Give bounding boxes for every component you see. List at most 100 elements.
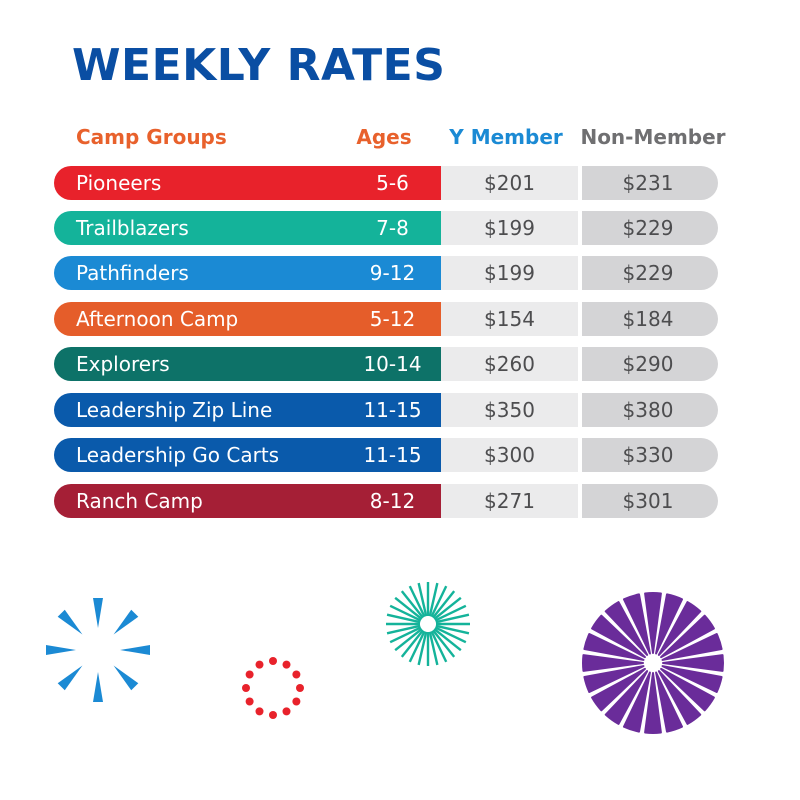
firework-ray: [417, 631, 428, 666]
member-rate: $199: [441, 256, 578, 290]
table-row: Leadership Go Carts 11-15 $300 $330: [54, 438, 718, 472]
firework-ray: [113, 665, 139, 691]
firework-dot: [255, 707, 264, 716]
member-rate: $260: [441, 347, 578, 381]
firework-ray: [432, 590, 456, 619]
non-member-rate: $290: [578, 347, 718, 381]
firework-petal: [661, 632, 723, 661]
firework-ray: [120, 645, 150, 655]
camp-group-name: Afternoon Camp: [54, 302, 441, 336]
firework-petal: [604, 670, 649, 725]
firework-petal: [622, 593, 651, 655]
camp-group-name: Pioneers: [54, 166, 441, 200]
firework-ray: [386, 613, 421, 624]
table-row: Trailblazers 7-8 $199 $229: [54, 211, 718, 245]
camp-ages: 5-12: [369, 307, 416, 331]
firework-petal: [591, 667, 646, 712]
firework-ray: [435, 613, 470, 624]
firework-petal: [655, 671, 684, 733]
member-rate: $350: [441, 393, 578, 427]
firework-ray: [400, 590, 424, 619]
firework-dot: [292, 670, 301, 679]
firework-dot: [282, 660, 291, 669]
firework-dot: [269, 711, 277, 719]
column-divider: [578, 302, 582, 336]
member-rate: $271: [441, 484, 578, 518]
non-member-rate: $330: [578, 438, 718, 472]
table-row: Ranch Camp 8-12 $271 $301: [54, 484, 718, 518]
firework-ray: [430, 630, 448, 663]
header-camp-groups: Camp Groups: [76, 125, 227, 149]
red-dot-ring-firework-icon: [242, 657, 304, 719]
page-title: WEEKLY RATES: [72, 40, 446, 91]
column-divider: [578, 347, 582, 381]
camp-group-name: Ranch Camp: [54, 484, 441, 518]
firework-petal: [655, 593, 684, 655]
firework-dot: [292, 697, 301, 706]
camp-group-name: Explorers: [54, 347, 441, 381]
table-row: Explorers 10-14 $260 $290: [54, 347, 718, 381]
firework-ray: [433, 628, 462, 652]
firework-petal: [661, 665, 723, 694]
camp-group-name: Leadership Zip Line: [54, 393, 441, 427]
column-divider: [578, 438, 582, 472]
firework-ray: [394, 596, 423, 620]
firework-ray: [432, 629, 456, 658]
firework-dot: [242, 684, 250, 692]
column-divider: [578, 211, 582, 245]
column-divider: [578, 484, 582, 518]
firework-ray: [46, 645, 76, 655]
firework-petal: [604, 601, 649, 656]
camp-group-name: Pathfinders: [54, 256, 441, 290]
firework-ray: [400, 629, 424, 658]
firework-ray: [394, 628, 423, 652]
blue-burst-firework-icon: [46, 598, 150, 702]
camp-ages: 5-6: [376, 171, 409, 195]
firework-ray: [408, 585, 426, 618]
camp-group-name: Trailblazers: [54, 211, 441, 245]
camp-ages: 9-12: [369, 261, 416, 285]
firework-ray: [93, 672, 103, 702]
non-member-rate: $184: [578, 302, 718, 336]
firework-ray: [434, 626, 467, 644]
firework-ray: [430, 585, 448, 618]
camp-ages: 11-15: [363, 398, 422, 422]
column-divider: [578, 166, 582, 200]
non-member-rate: $380: [578, 393, 718, 427]
firework-dot: [269, 657, 277, 665]
firework-ray: [113, 609, 139, 635]
column-divider: [578, 393, 582, 427]
camp-ages: 7-8: [376, 216, 409, 240]
firework-dot: [245, 670, 254, 679]
firework-petal: [591, 614, 646, 659]
member-rate: $201: [441, 166, 578, 200]
table-row: Leadership Zip Line 11-15 $350 $380: [54, 393, 718, 427]
firework-ray: [417, 582, 428, 617]
firework-ray: [433, 596, 462, 620]
header-y-member: Y Member: [449, 125, 563, 149]
table-row: Pioneers 5-6 $201 $231: [54, 166, 718, 200]
table-row: Afternoon Camp 5-12 $154 $184: [54, 302, 718, 336]
firework-ray: [428, 631, 439, 666]
firework-ray: [389, 604, 422, 622]
firework-ray: [408, 630, 426, 663]
firework-ray: [386, 624, 421, 635]
teal-ray-firework-icon: [386, 582, 470, 666]
firework-petal: [660, 614, 715, 659]
firework-petal: [657, 670, 702, 725]
firework-ray: [435, 624, 470, 635]
member-rate: $300: [441, 438, 578, 472]
firework-petal: [657, 601, 702, 656]
camp-ages: 8-12: [369, 489, 416, 513]
column-divider: [578, 256, 582, 290]
firework-petal: [582, 654, 644, 672]
firework-hub: [647, 657, 659, 669]
firework-petal: [583, 665, 645, 694]
camp-ages: 11-15: [363, 443, 422, 467]
firework-ray: [434, 604, 467, 622]
firework-ray: [57, 665, 83, 691]
firework-dot: [255, 660, 264, 669]
firework-ray: [428, 582, 439, 617]
firework-petal: [660, 667, 715, 712]
